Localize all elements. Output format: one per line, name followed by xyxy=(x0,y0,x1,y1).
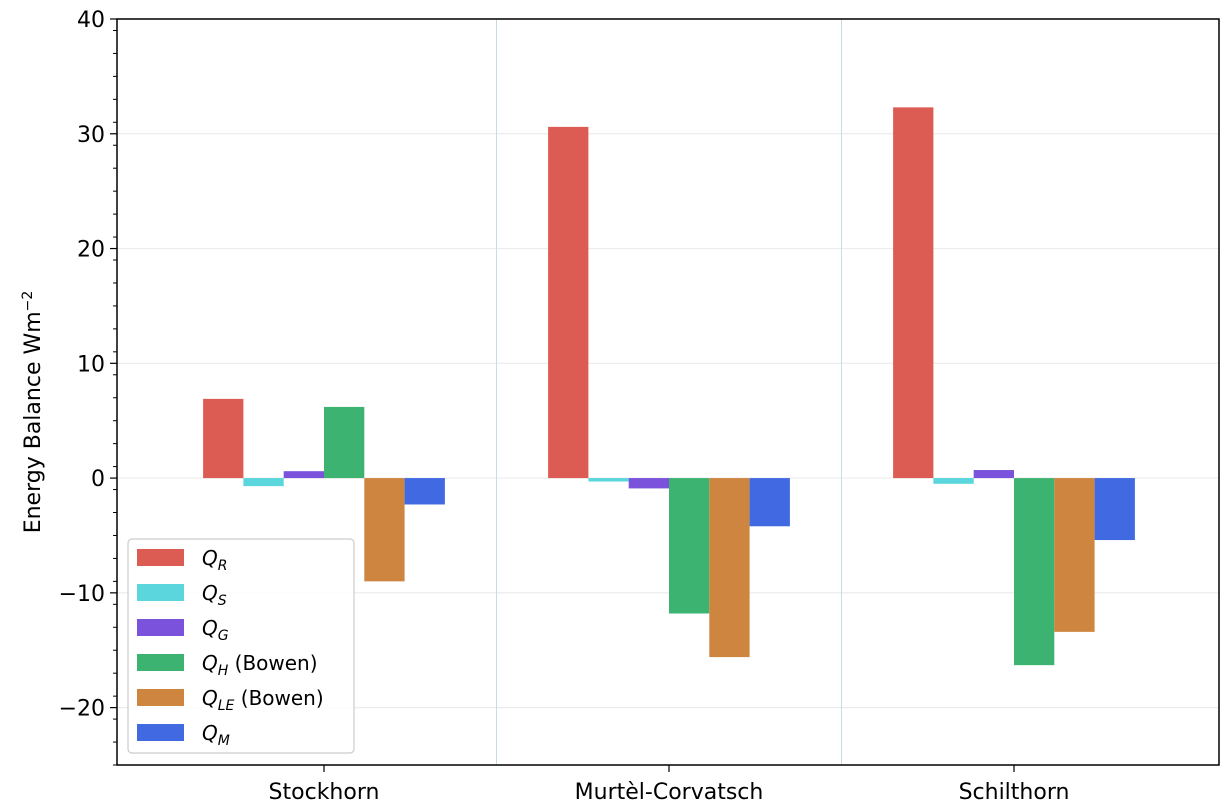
legend-entry: QR xyxy=(202,546,227,574)
x-tick-label: Schilthorn xyxy=(959,780,1070,805)
legend: QR QS QG QH (Bowen) QLE (Bowen) QM xyxy=(127,538,355,754)
legend-entry: QM xyxy=(202,721,230,749)
bar-m-2 xyxy=(1094,478,1135,541)
bar-s-1 xyxy=(588,478,629,482)
plot-frame xyxy=(116,18,1220,766)
legend-swatch xyxy=(137,654,184,671)
y-axis-ticks: −20 −10 0 10 20 30 40 xyxy=(59,8,117,766)
bar-s-0 xyxy=(243,478,284,487)
y-tick-label: −10 xyxy=(59,582,105,607)
legend-swatch xyxy=(137,619,184,636)
legend-swatch xyxy=(137,689,184,706)
bar-g-2 xyxy=(973,470,1014,479)
legend-entry: QG xyxy=(202,616,229,644)
x-tick-label: Stockhorn xyxy=(269,780,380,805)
bar-s-2 xyxy=(933,478,974,484)
legend-entry: QS xyxy=(202,581,227,609)
bar-le-1 xyxy=(709,478,750,658)
legend-swatch xyxy=(137,549,184,566)
bar-r-0 xyxy=(203,398,244,479)
bar-r-2 xyxy=(893,107,934,479)
legend-entry: QLE (Bowen) xyxy=(202,686,324,714)
legend-swatch xyxy=(137,584,184,601)
bar-le-0 xyxy=(364,478,405,582)
bar-h-1 xyxy=(669,478,710,614)
legend-box xyxy=(127,538,355,754)
y-tick-label: 30 xyxy=(77,123,105,148)
bar-h-0 xyxy=(324,406,365,479)
bars-layer xyxy=(203,107,1135,666)
x-tick-label: Murtèl-Corvatsch xyxy=(575,780,764,805)
y-tick-label: 0 xyxy=(91,467,105,492)
y-tick-label: 40 xyxy=(77,8,105,33)
bar-g-1 xyxy=(628,478,669,489)
bar-m-0 xyxy=(404,478,445,505)
bar-g-0 xyxy=(283,471,324,479)
legend-swatch xyxy=(137,724,184,741)
bar-h-2 xyxy=(1014,478,1055,666)
bar-r-1 xyxy=(548,126,589,479)
bar-le-2 xyxy=(1054,478,1095,632)
legend-entry: QH (Bowen) xyxy=(202,651,318,679)
category-separators xyxy=(496,19,842,765)
bar-m-1 xyxy=(749,478,790,527)
y-axis-label: Energy Balance Wm−2 xyxy=(20,291,46,534)
y-tick-label: 10 xyxy=(77,352,105,377)
y-tick-label: 20 xyxy=(77,238,105,263)
y-tick-label: −20 xyxy=(59,697,105,722)
x-axis-ticks: Stockhorn Murtèl-Corvatsch Schilthorn xyxy=(269,765,1070,805)
